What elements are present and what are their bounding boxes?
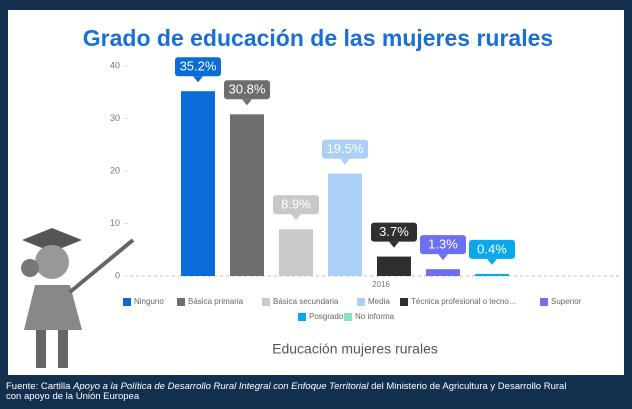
source-italic: Apoyo a la Política de Desarrollo Rural …	[73, 382, 369, 392]
bar	[181, 91, 215, 276]
label-pointer	[487, 258, 497, 265]
label-pointer	[291, 214, 301, 221]
legend-swatch	[344, 313, 352, 321]
label-box	[420, 235, 466, 255]
label-pointer	[242, 99, 252, 106]
legend-swatch	[400, 298, 408, 306]
chart-title: Grado de educación de las mujeres rurale…	[83, 25, 553, 51]
label-box	[469, 239, 515, 259]
label-box	[224, 80, 270, 100]
legend-label: Ninguno	[134, 297, 164, 306]
legend-label: Superior	[551, 297, 582, 306]
chart: Grado de educación de las mujeres rurale…	[8, 10, 624, 375]
source-suffix: del Ministerio de Agricultura y Desarrol…	[368, 382, 567, 392]
bar	[230, 114, 264, 276]
x-axis-title: Educación mujeres rurales	[272, 341, 438, 357]
data-label: 0.4%	[477, 241, 507, 256]
bar	[377, 256, 411, 276]
legend-swatch	[540, 298, 548, 306]
y-tick-label: 20	[110, 165, 120, 175]
teacher-illustration	[21, 228, 135, 368]
label-pointer	[340, 158, 350, 165]
bar	[328, 173, 362, 276]
bar	[279, 229, 313, 276]
legend-swatch	[123, 298, 131, 306]
label-pointer	[389, 241, 399, 248]
source-prefix: Fuente: Cartilla	[6, 382, 74, 392]
data-label: 30.8%	[229, 82, 266, 97]
data-label: 8.9%	[281, 197, 311, 212]
panel	[8, 10, 624, 375]
label-box	[322, 139, 368, 159]
data-label: 3.7%	[379, 224, 409, 239]
label-pointer	[438, 254, 448, 261]
bar	[475, 273, 509, 276]
x-tick-label: 2016	[372, 280, 390, 289]
y-tick-label: 10	[110, 218, 120, 228]
label-box	[175, 57, 221, 77]
y-tick-label: 0	[115, 270, 120, 280]
y-tick-label: 30	[110, 113, 120, 123]
legend-label: Técnica profesional o tecno...	[411, 297, 516, 306]
label-box	[371, 222, 417, 242]
legend-label: Básica primaria	[188, 297, 244, 306]
legend-label: Básica secundaria	[273, 297, 339, 306]
legend-label: Posgrado	[309, 312, 344, 321]
label-pointer	[193, 76, 203, 83]
legend-label: Media	[368, 297, 390, 306]
legend-swatch	[298, 313, 306, 321]
legend-swatch	[357, 298, 365, 306]
data-label: 1.3%	[428, 237, 458, 252]
legend-label: No informa	[355, 312, 395, 321]
bar	[426, 269, 460, 276]
legend-swatch	[177, 298, 185, 306]
data-label: 35.2%	[180, 59, 217, 74]
y-tick-label: 40	[110, 60, 120, 70]
legend-swatch	[262, 298, 270, 306]
source-note: Fuente: Cartilla Apoyo a la Política de …	[6, 382, 630, 402]
data-label: 19.5%	[327, 141, 364, 156]
label-box	[273, 195, 319, 215]
source-line2: con apoyo de la Unión Europea	[6, 391, 140, 402]
